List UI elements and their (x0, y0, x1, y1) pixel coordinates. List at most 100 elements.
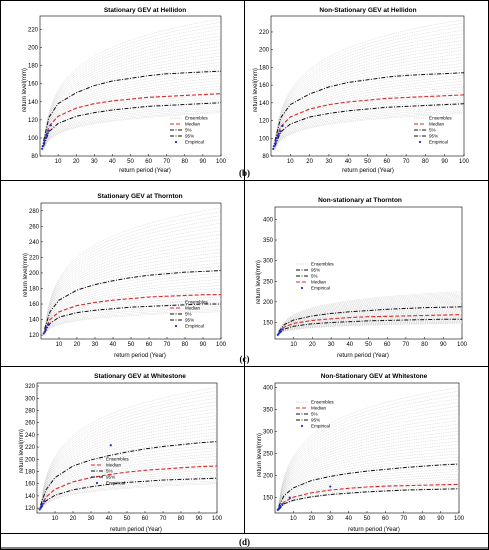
x-tick-label: 70 (163, 159, 170, 165)
ensemble-line (43, 109, 221, 149)
ensemble-line (274, 19, 464, 141)
ensemble-line (278, 444, 459, 508)
chart-title: Stationary GEV at Thornton (97, 193, 182, 200)
ensemble-line (44, 269, 221, 332)
ensemble-line (43, 39, 221, 143)
ensemble-line (43, 52, 221, 144)
x-tick-label: 80 (422, 159, 429, 165)
ensemble-line (278, 483, 459, 510)
ensemble-line (44, 259, 221, 332)
ensemble-line (43, 65, 221, 145)
legend-label: Median (311, 406, 327, 411)
ensemble-line (43, 103, 221, 149)
y-tick-label: 160 (28, 82, 39, 88)
y-tick-label: 200 (28, 46, 39, 52)
ensemble-line (274, 83, 464, 147)
ensemble-line (44, 237, 221, 331)
series-line-95pct (40, 441, 217, 506)
series-line-5pct (44, 303, 221, 334)
ensemble-line (278, 315, 462, 334)
ensemble-line (43, 77, 221, 146)
x-axis-label: return period (Year) (110, 527, 162, 533)
empirical-point (281, 124, 284, 127)
x-tick-label: 30 (91, 159, 98, 165)
x-tick-label: 80 (182, 342, 189, 348)
x-tick-label: 100 (454, 516, 465, 522)
ensemble-line (40, 435, 217, 508)
x-tick-label: 30 (326, 159, 333, 165)
ensemble-line (274, 75, 464, 146)
legend-label: 95% (311, 418, 320, 423)
y-tick-label: 160 (29, 302, 40, 308)
legend-label: Ensembles (429, 116, 452, 121)
chart-stationary-gev-whitestone: Stationary GEV at Whitestone return peri… (19, 373, 223, 533)
x-tick-label: 90 (200, 159, 207, 165)
legend-label: Ensembles (311, 400, 334, 405)
ensemble-line (40, 422, 217, 507)
empirical-point (273, 142, 276, 145)
ensemble-line (278, 321, 462, 335)
ensemble-line (278, 453, 459, 509)
ensemble-line (40, 404, 217, 507)
ensemble-line (40, 447, 217, 509)
y-tick-label: 150 (263, 496, 274, 502)
legend-label: Median (429, 122, 445, 127)
legend-label: Median (106, 463, 122, 468)
ensemble-line (40, 478, 217, 510)
ensemble-line (278, 315, 462, 334)
ensemble-line (44, 301, 221, 334)
ensemble-line (44, 304, 221, 334)
ensemble-line (274, 63, 464, 145)
ensemble-line (278, 394, 459, 505)
empirical-point (43, 139, 46, 142)
y-tick-label: 240 (25, 433, 36, 439)
empirical-point (274, 139, 277, 143)
series-line-5pct (278, 488, 459, 511)
legend-label: Ensembles (311, 262, 334, 267)
y-tick-label: 260 (29, 224, 40, 230)
ensemble-line (43, 46, 221, 144)
x-tick-label: 100 (212, 516, 223, 522)
ensemble-line (40, 469, 217, 510)
y-tick-label: 200 (29, 271, 40, 277)
ensemble-line (274, 46, 464, 144)
empirical-point (281, 328, 284, 331)
series-line-median (278, 483, 459, 509)
series-line-5pct (43, 102, 221, 147)
legend-label: Ensembles (185, 300, 208, 305)
series-line-median (40, 465, 217, 508)
ensemble-line (40, 418, 217, 507)
y-tick-label: 320 (25, 384, 36, 390)
legend-swatch (95, 481, 99, 485)
ensemble-line (278, 485, 459, 510)
x-tick-label: 60 (384, 342, 391, 348)
ensemble-line (44, 299, 221, 334)
legend-label: 5% (429, 128, 436, 133)
ensemble-line (44, 211, 221, 330)
ensemble-line (40, 459, 217, 509)
x-tick-label: 40 (345, 159, 352, 165)
ensemble-line (43, 42, 221, 143)
ensemble-line (278, 447, 459, 508)
ensemble-line (44, 293, 221, 333)
legend-label: 95% (185, 134, 194, 139)
y-tick-label: 120 (259, 119, 270, 125)
ensemble-line (278, 308, 462, 333)
ensemble-line (40, 456, 217, 509)
x-tick-label: 20 (308, 516, 315, 522)
empirical-point (42, 142, 45, 145)
ensemble-line (43, 49, 221, 144)
ensemble-line (278, 423, 459, 507)
x-tick-label: 100 (459, 159, 470, 165)
x-tick-label: 50 (365, 342, 372, 348)
ensemble-line (278, 297, 462, 332)
ensemble-line (278, 307, 462, 333)
empirical-point (288, 496, 291, 499)
x-tick-label: 40 (109, 159, 116, 165)
x-tick-label: 10 (56, 342, 63, 348)
ensemble-line (40, 480, 217, 510)
y-tick-label: 80 (31, 154, 38, 160)
